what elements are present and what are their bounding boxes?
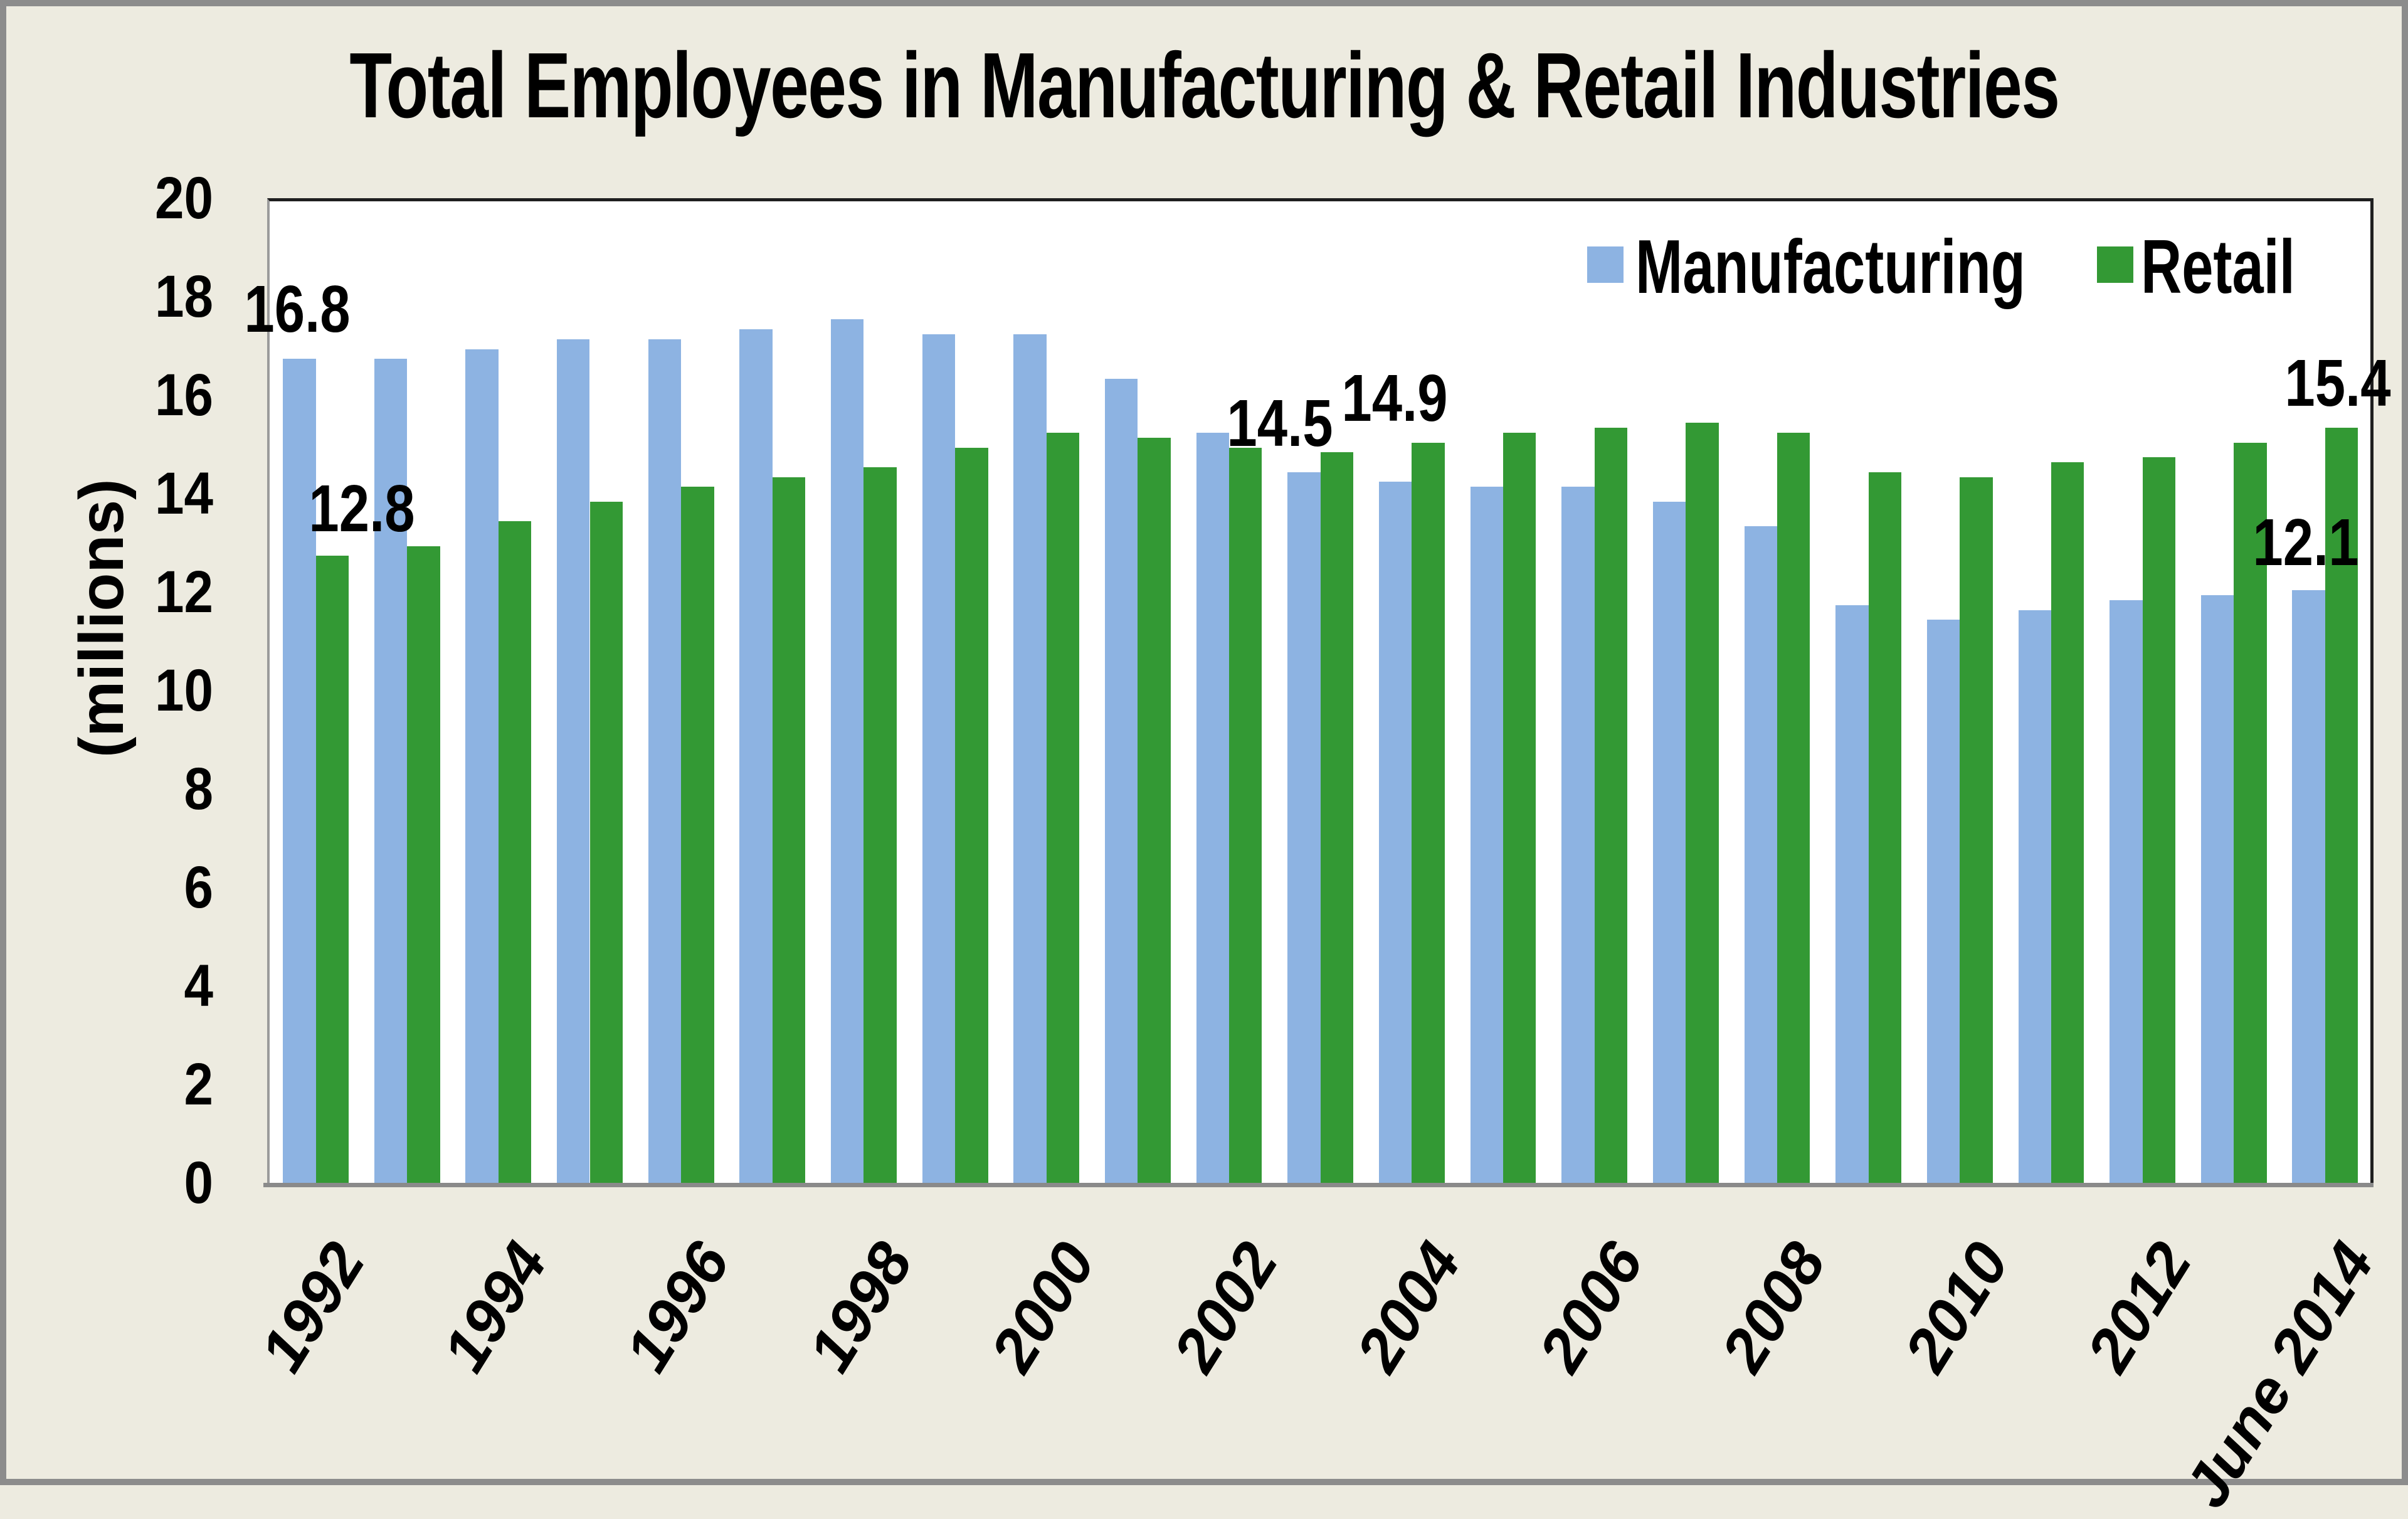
chart-title: Total Employees in Manufacturing & Retai… [6,33,2402,139]
bar-retail-2007 [1686,423,1719,1186]
bar-manufacturing-1994 [465,349,499,1186]
y-tick-12: 12 [155,559,213,625]
data-label-manufacturing-june-2014: 12.1 [2252,505,2359,580]
bar-retail-1999 [955,447,988,1186]
bar-manufacturing-1992 [283,359,316,1186]
x-tick-2004: 2004 [1343,1230,1474,1383]
bar-retail-2011 [2051,462,2084,1186]
bar-manufacturing-2005 [1470,487,1504,1186]
bar-manufacturing-june-2014 [2292,590,2325,1186]
x-tick-2000: 2000 [977,1230,1109,1383]
x-tick-2012: 2012 [2073,1230,2205,1383]
bar-manufacturing-1995 [557,339,590,1186]
bar-manufacturing-2009 [1835,605,1869,1186]
x-tick-2008: 2008 [1708,1230,1839,1383]
data-label-retail-2003: 14.9 [1341,361,1448,435]
bar-retail-1993 [407,546,440,1186]
x-tick-1996: 1996 [611,1230,743,1383]
bar-retail-1995 [589,501,623,1186]
bar-manufacturing-2013 [2200,595,2234,1186]
y-tick-10: 10 [155,657,213,724]
x-tick-2010: 2010 [1890,1230,2022,1383]
bar-retail-2013 [2234,442,2267,1186]
bar-retail-june-2014 [2325,428,2358,1186]
bar-manufacturing-2000 [1013,334,1047,1186]
bar-retail-1994 [498,521,532,1186]
bar-retail-2012 [2142,457,2176,1186]
bar-retail-2006 [1594,428,1628,1186]
y-tick-6: 6 [184,854,213,921]
bar-manufacturing-2008 [1744,526,1777,1186]
bar-manufacturing-2003 [1287,472,1321,1186]
bar-manufacturing-2001 [1104,378,1138,1186]
y-tick-16: 16 [155,362,213,428]
x-tick-1994: 1994 [429,1230,561,1383]
y-tick-14: 14 [155,460,213,527]
bar-retail-1997 [772,477,806,1186]
bar-retail-2008 [1777,432,1810,1186]
bar-manufacturing-2007 [1652,501,1686,1186]
data-label-retail-1992: 12.8 [309,472,415,546]
bar-manufacturing-1996 [648,339,682,1186]
plot-area [267,198,2374,1186]
bar-retail-2002 [1229,447,1262,1186]
y-tick-2: 2 [184,1051,213,1118]
legend-swatch-retail [2097,246,2133,283]
bar-retail-1998 [863,467,897,1186]
bar-manufacturing-2002 [1196,432,1230,1186]
x-tick-june-2014: June 2014 [2170,1230,2387,1519]
legend-label-manufacturing: Manufacturing [1635,224,2025,309]
chart-title-text: Total Employees in Manufacturing & Retai… [349,34,2060,137]
y-tick-0: 0 [184,1150,213,1216]
bar-retail-2009 [1868,472,1902,1186]
bar-manufacturing-1997 [739,329,773,1186]
bar-manufacturing-2006 [1561,487,1595,1186]
bar-retail-2004 [1412,442,1445,1186]
x-tick-2006: 2006 [1525,1230,1657,1383]
bar-manufacturing-2011 [2018,610,2051,1186]
data-label-retail-june-2014: 15.4 [2284,346,2391,420]
y-tick-20: 20 [155,165,213,231]
y-tick-18: 18 [155,263,213,330]
y-tick-8: 8 [184,756,213,822]
bar-retail-2010 [1960,477,1993,1186]
x-axis-line [263,1183,2374,1187]
legend-label-retail: Retail [2141,224,2295,309]
bar-retail-2003 [1320,452,1354,1186]
bar-retail-1996 [681,487,714,1186]
y-tick-4: 4 [184,953,213,1019]
bar-retail-2005 [1503,432,1536,1186]
bar-retail-1992 [315,556,349,1186]
bar-manufacturing-1999 [922,334,956,1186]
legend-swatch-manufacturing [1587,246,1624,283]
bar-retail-2000 [1046,432,1080,1186]
x-tick-2002: 2002 [1159,1230,1291,1383]
bar-manufacturing-2004 [1378,482,1412,1186]
bar-manufacturing-1998 [831,319,864,1186]
x-tick-1992: 1992 [246,1230,378,1383]
data-label-manufacturing-1992: 16.8 [244,272,351,346]
bar-manufacturing-2010 [1926,620,1960,1186]
bar-retail-2001 [1138,437,1171,1186]
bar-manufacturing-1993 [374,359,408,1186]
x-tick-1998: 1998 [795,1230,926,1383]
bar-manufacturing-2012 [2110,600,2143,1186]
data-label-manufacturing-2003: 14.5 [1227,386,1333,460]
